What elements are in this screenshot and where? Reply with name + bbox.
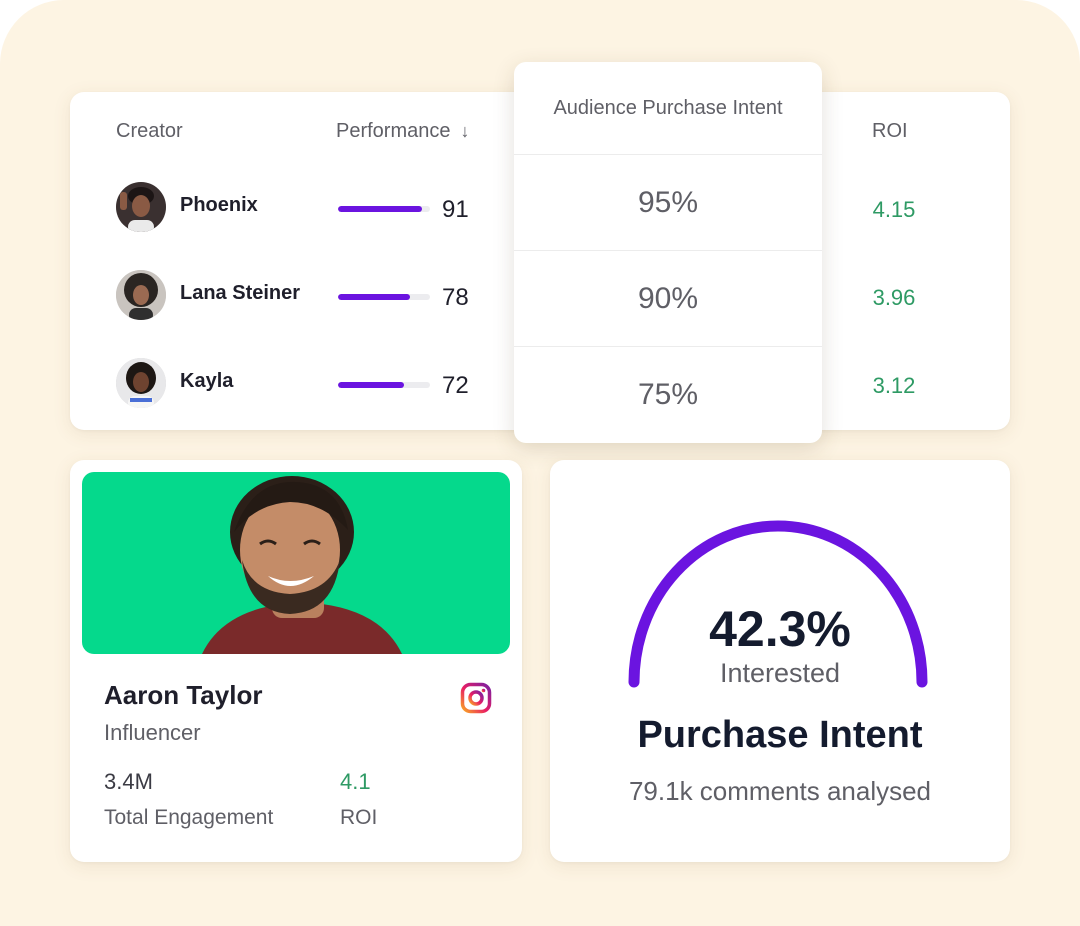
avatar	[116, 182, 166, 232]
creator-name[interactable]: Lana Steiner	[180, 282, 301, 304]
creator-profile-card[interactable]: Aaron Taylor Influencer 3.4M Total Engag…	[70, 460, 522, 862]
performance-bar	[338, 206, 430, 212]
performance-bar	[338, 294, 430, 300]
profile-photo	[82, 472, 510, 654]
gauge-value: 42.3%	[709, 601, 851, 657]
engagement-label: Total Engagement	[104, 806, 274, 829]
table-row[interactable]: Lana Steiner 78 3.96	[70, 252, 1010, 342]
avatar	[116, 270, 166, 320]
performance-bar-fill	[338, 206, 422, 212]
table-row[interactable]: Phoenix 91 4.15	[70, 164, 1010, 254]
performance-bar	[338, 382, 430, 388]
purchase-intent-column: Audience Purchase Intent 95% 90% 75%	[514, 62, 822, 443]
gauge-caption: 79.1k comments analysed	[628, 776, 932, 806]
column-header-roi[interactable]: ROI	[872, 120, 908, 142]
gauge-arc	[628, 520, 928, 688]
column-header-performance-label: Performance	[336, 120, 451, 142]
profile-role: Influencer	[104, 720, 201, 745]
gauge-value-label: Interested	[719, 658, 841, 688]
profile-roi-label: ROI	[340, 806, 378, 829]
performance-bar-fill	[338, 382, 405, 388]
column-header-creator[interactable]: Creator	[116, 120, 183, 142]
profile-name: Aaron Taylor	[104, 680, 263, 710]
arrow-down-icon[interactable]: ↓	[460, 121, 470, 141]
gauge-title: Purchase Intent	[637, 714, 923, 756]
performance-value: 91	[442, 196, 469, 223]
performance-bar-fill	[338, 294, 410, 300]
roi-value: 3.96	[872, 285, 916, 310]
purchase-intent-gauge-card: 42.3% Interested Purchase Intent 79.1k c…	[550, 460, 1010, 862]
intent-value: 90%	[514, 251, 822, 347]
intent-value: 95%	[514, 155, 822, 251]
column-header-intent[interactable]: Audience Purchase Intent	[514, 62, 822, 155]
roi-value: 3.12	[872, 373, 916, 398]
instagram-icon[interactable]	[460, 682, 492, 714]
table-row[interactable]: Kayla 72 3.12	[70, 340, 1010, 430]
engagement-value: 3.4M	[104, 769, 153, 794]
column-header-performance[interactable]: Performance ↓	[336, 120, 470, 143]
intent-value: 75%	[637, 378, 699, 411]
creator-name[interactable]: Kayla	[180, 370, 234, 392]
avatar	[116, 358, 166, 408]
performance-value: 72	[442, 372, 469, 399]
roi-value: 4.15	[872, 197, 916, 222]
profile-roi-value: 4.1	[340, 769, 371, 794]
creator-name[interactable]: Phoenix	[180, 194, 258, 216]
performance-value: 78	[442, 284, 469, 311]
